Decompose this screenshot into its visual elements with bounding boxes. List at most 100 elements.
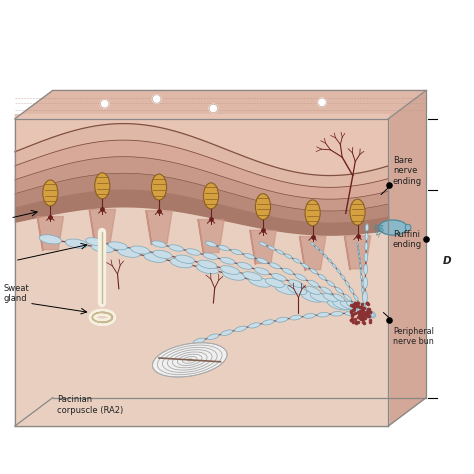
Ellipse shape <box>305 200 320 226</box>
Ellipse shape <box>345 281 349 286</box>
Polygon shape <box>388 91 426 426</box>
Ellipse shape <box>363 291 367 304</box>
Circle shape <box>100 100 109 108</box>
Ellipse shape <box>301 263 309 268</box>
Ellipse shape <box>360 269 362 273</box>
Polygon shape <box>15 119 388 426</box>
Ellipse shape <box>153 250 172 258</box>
Point <box>348 315 356 323</box>
Text: Sweat
gland: Sweat gland <box>3 284 29 303</box>
Point <box>357 312 365 319</box>
Point <box>356 308 363 315</box>
Point <box>361 315 369 322</box>
Ellipse shape <box>272 273 286 281</box>
Point <box>365 312 373 320</box>
Point <box>360 304 367 312</box>
Point <box>353 302 360 310</box>
Ellipse shape <box>327 299 350 310</box>
Ellipse shape <box>276 317 288 322</box>
Ellipse shape <box>363 302 365 308</box>
Ellipse shape <box>363 277 367 289</box>
Point <box>356 314 364 322</box>
Point <box>357 309 365 316</box>
Point <box>347 308 355 316</box>
Ellipse shape <box>65 239 88 248</box>
Point <box>364 312 372 319</box>
Ellipse shape <box>365 224 368 231</box>
Ellipse shape <box>39 235 62 244</box>
Ellipse shape <box>318 312 329 317</box>
Point <box>360 314 367 321</box>
Ellipse shape <box>285 254 292 258</box>
Point <box>365 300 372 308</box>
Point <box>362 308 370 315</box>
Ellipse shape <box>344 294 351 301</box>
Point <box>422 236 430 243</box>
Ellipse shape <box>170 258 192 268</box>
Point <box>354 309 362 316</box>
Ellipse shape <box>358 250 359 254</box>
Ellipse shape <box>315 246 319 250</box>
Ellipse shape <box>144 253 166 263</box>
Point <box>347 307 355 315</box>
Ellipse shape <box>268 246 275 250</box>
Point <box>365 305 373 312</box>
Circle shape <box>318 98 326 107</box>
Polygon shape <box>37 217 64 250</box>
Ellipse shape <box>276 250 283 254</box>
Ellipse shape <box>288 285 307 294</box>
Point <box>355 318 362 325</box>
Point <box>364 305 372 313</box>
Text: Bare
nerve
ending: Bare nerve ending <box>393 156 422 186</box>
Point <box>207 216 215 223</box>
Point <box>350 302 357 310</box>
Ellipse shape <box>249 277 271 287</box>
Ellipse shape <box>358 255 360 258</box>
Point <box>363 310 370 318</box>
Ellipse shape <box>365 233 368 240</box>
Ellipse shape <box>310 292 329 302</box>
Ellipse shape <box>283 268 293 274</box>
Ellipse shape <box>43 180 58 206</box>
Point <box>359 304 366 311</box>
Ellipse shape <box>130 246 150 254</box>
Point <box>99 206 106 213</box>
Polygon shape <box>250 230 276 264</box>
Ellipse shape <box>323 293 337 302</box>
Ellipse shape <box>206 241 217 247</box>
Ellipse shape <box>220 266 239 274</box>
Ellipse shape <box>359 259 361 263</box>
Point <box>348 310 356 318</box>
Point <box>356 312 364 320</box>
Point <box>352 301 359 308</box>
Ellipse shape <box>259 242 267 246</box>
Point <box>350 301 357 309</box>
Point <box>364 306 372 314</box>
Ellipse shape <box>301 292 323 302</box>
Ellipse shape <box>352 301 360 309</box>
Ellipse shape <box>361 309 368 316</box>
Point <box>355 314 362 321</box>
Point <box>351 316 359 323</box>
Ellipse shape <box>405 224 411 231</box>
Ellipse shape <box>255 194 271 219</box>
Ellipse shape <box>91 244 114 253</box>
Point <box>359 315 366 323</box>
Point <box>363 311 371 319</box>
Point <box>352 319 360 327</box>
Point <box>385 316 393 323</box>
Ellipse shape <box>152 174 166 200</box>
Ellipse shape <box>350 199 365 225</box>
Point <box>351 303 358 311</box>
Ellipse shape <box>354 294 358 301</box>
Point <box>364 299 371 307</box>
Ellipse shape <box>355 308 374 318</box>
Ellipse shape <box>306 286 320 294</box>
Ellipse shape <box>175 255 195 264</box>
Point <box>347 301 355 309</box>
Circle shape <box>153 95 161 103</box>
Point <box>359 319 366 326</box>
Point <box>352 310 359 317</box>
Point <box>364 309 371 316</box>
Point <box>349 306 357 314</box>
